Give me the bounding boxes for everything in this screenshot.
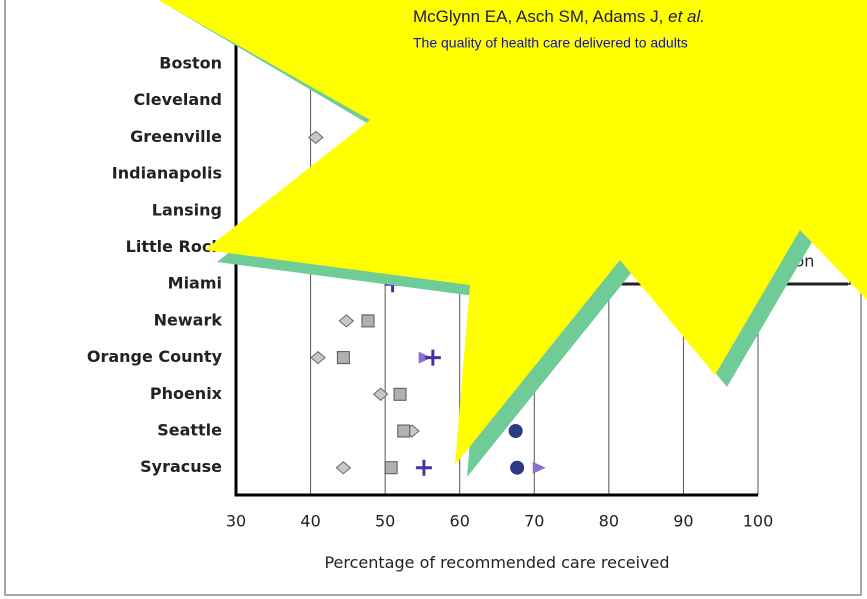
category-label: Cleveland xyxy=(134,90,222,109)
x-tick-label: 80 xyxy=(599,512,619,531)
diamond-marker xyxy=(372,387,389,401)
category-label: Lansing xyxy=(152,200,222,219)
category-label: Little Rock xyxy=(126,237,223,256)
circle-marker xyxy=(510,460,525,475)
et-al: et al. xyxy=(668,7,705,26)
square-marker xyxy=(361,314,375,328)
circle-marker xyxy=(508,424,523,438)
x-axis-label: Percentage of recommended care received xyxy=(324,553,669,572)
category-label: Seattle xyxy=(157,421,222,440)
x-tick-label: 60 xyxy=(450,512,470,531)
category-label: Syracuse xyxy=(140,457,222,476)
square-marker xyxy=(393,387,407,401)
plus-marker xyxy=(424,349,441,366)
square-marker xyxy=(384,461,398,475)
x-tick-label: 100 xyxy=(743,512,774,531)
triangle-marker xyxy=(532,461,546,474)
authors: McGlynn EA, Asch SM, Adams J, xyxy=(413,7,663,26)
category-label: Greenville xyxy=(130,127,222,146)
citation-authors: McGlynn EA, Asch SM, Adams J, et al. xyxy=(413,7,705,26)
callout xyxy=(158,0,867,477)
category-label: Orange County xyxy=(87,347,223,366)
square-marker xyxy=(336,351,350,365)
category-label: Boston xyxy=(159,54,222,73)
x-tick-label: 50 xyxy=(375,512,395,531)
citation-title: The quality of health care delivered to … xyxy=(413,35,688,51)
plus-marker xyxy=(415,459,432,476)
callout-burst xyxy=(158,0,867,465)
x-tick-label: 30 xyxy=(226,512,246,531)
diamond-marker xyxy=(308,130,324,145)
x-tick-label: 40 xyxy=(300,512,320,531)
square-marker xyxy=(397,424,411,438)
category-label: Miami xyxy=(168,274,222,293)
x-tick-label: 90 xyxy=(673,512,693,531)
diamond-marker xyxy=(310,350,326,365)
category-label: Phoenix xyxy=(150,384,223,403)
diamond-marker xyxy=(338,314,355,328)
x-tick-label: 70 xyxy=(524,512,544,531)
category-label: Newark xyxy=(154,310,223,329)
category-label: Indianapolis xyxy=(112,164,222,183)
diamond-marker xyxy=(335,461,352,475)
